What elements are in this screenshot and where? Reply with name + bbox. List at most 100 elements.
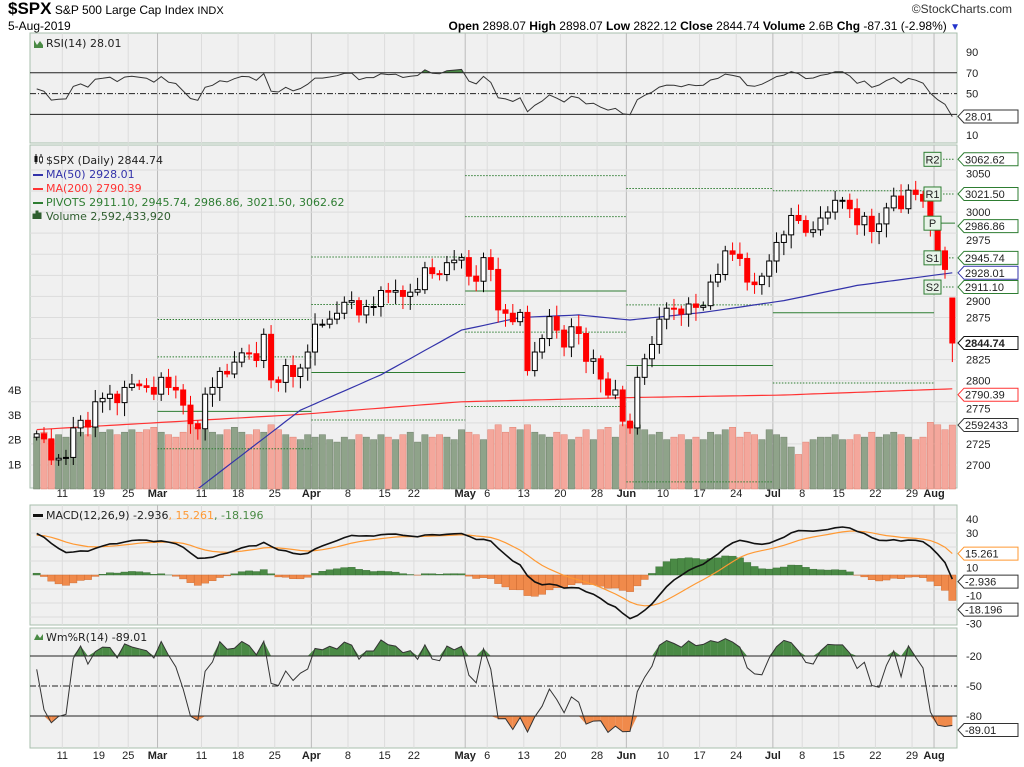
x-tick-label: 28 [591, 488, 603, 500]
candle [846, 193, 853, 219]
candle-body [949, 297, 956, 344]
x-tick-label: 8 [345, 750, 351, 762]
candle-body [854, 208, 861, 226]
macd-histogram-bar [889, 574, 898, 579]
candle-body [487, 257, 494, 270]
macd-histogram-bar [391, 571, 400, 576]
x-tick-label: 8 [345, 488, 351, 500]
macd-histogram-bar [40, 574, 48, 577]
willr-overbought-fill [124, 643, 132, 656]
volume-bar [568, 439, 575, 490]
volume-bar [685, 439, 693, 490]
macd-histogram-bar [252, 571, 261, 576]
brand-logo[interactable]: ©StockCharts.com [911, 2, 1012, 16]
candle [62, 449, 69, 465]
volume-bar [553, 431, 561, 490]
macd-histogram-bar [223, 574, 231, 577]
volume-tick-label: 1B [8, 459, 21, 471]
x-tick-label: 13 [518, 488, 530, 500]
macd-histogram-bar [479, 574, 488, 578]
macd-histogram-bar [728, 555, 737, 576]
candle-body [334, 312, 341, 320]
willr-overbought-fill [395, 646, 403, 656]
candle [268, 325, 275, 389]
candle-body [832, 199, 839, 213]
candle-body [246, 352, 253, 355]
macd-histogram-bar [208, 574, 217, 582]
macd-histogram-bar [157, 573, 166, 576]
macd-histogram-bar [801, 567, 810, 576]
candle [942, 246, 949, 279]
open-label: Open [448, 19, 480, 33]
macd-value-tag-box [957, 574, 1019, 589]
macd-histogram-bar [201, 574, 210, 584]
candle [744, 252, 751, 291]
candle-body [883, 207, 890, 225]
macd-signal-tag-box [957, 546, 1019, 561]
candle-body [502, 309, 509, 314]
candle [817, 206, 824, 236]
volume-bar [333, 441, 341, 490]
ma200-value-tag-text: 2790.39 [965, 390, 1005, 402]
candle [583, 327, 590, 374]
candle [751, 272, 758, 294]
candle [180, 384, 187, 415]
candle [458, 253, 465, 269]
volume-legend-text: Volume 2,592,433,920 [46, 210, 171, 223]
candle [253, 341, 260, 368]
x-tick-label: 22 [869, 488, 881, 500]
s1-value-tag: 2945.74 [957, 250, 1019, 265]
candle [473, 265, 480, 292]
macd-histogram-bar [911, 574, 920, 578]
candle [663, 302, 670, 330]
macd-histogram-bar [62, 574, 70, 586]
candle-body [473, 275, 480, 282]
willr-overbought-fill [337, 642, 345, 656]
pivot-value-tag-text: 2986.86 [965, 221, 1005, 233]
candle [451, 250, 458, 271]
candle [121, 380, 128, 417]
willr-overbought-fill [351, 645, 359, 656]
pivot-box-s2 [923, 279, 942, 295]
security-name: S&P 500 Large Cap Index [54, 3, 195, 17]
volume-bar [575, 436, 583, 490]
willr-value-tag: -89.01 [957, 723, 1019, 737]
macd-histogram-bar [76, 574, 85, 581]
candle-body [92, 401, 99, 428]
volume-bar [619, 424, 627, 490]
volume-bar [743, 431, 751, 490]
macd-histogram-bar [128, 571, 136, 576]
willr-oversold-fill [43, 716, 52, 723]
candle [788, 207, 795, 249]
candle-body [561, 329, 568, 348]
chart-title: $SPX S&P 500 Large Cap Index INDX [8, 0, 224, 19]
pivot-label-s2: S2 [926, 282, 939, 294]
candle [319, 319, 326, 328]
macd-line [36, 526, 954, 620]
x-tick-label: 25 [122, 488, 134, 500]
volume-bar [897, 434, 905, 490]
willr-oversold-fill [930, 716, 938, 726]
candle [487, 249, 494, 282]
macd-histogram-bar [875, 574, 883, 582]
candle [99, 392, 106, 413]
candle-body [275, 379, 282, 383]
candle [854, 198, 861, 235]
volume-bar [809, 439, 817, 490]
r1-value-tag-text: 3021.50 [965, 189, 1005, 201]
volume-bar [209, 431, 216, 490]
candle [231, 351, 238, 379]
candle [363, 299, 370, 324]
candle [392, 279, 399, 304]
candle-body [282, 365, 289, 383]
candle [714, 263, 721, 288]
macd-histogram-bar [91, 574, 100, 577]
candle [70, 416, 77, 465]
candle [641, 353, 648, 385]
x-tick-label: 22 [869, 750, 881, 762]
macd-histogram-bar [325, 569, 334, 576]
macd-histogram-bar [245, 570, 253, 576]
candle [377, 286, 384, 317]
willr-overbought-fill [219, 641, 228, 656]
macd-value-tag: -2.936 [957, 574, 1019, 589]
